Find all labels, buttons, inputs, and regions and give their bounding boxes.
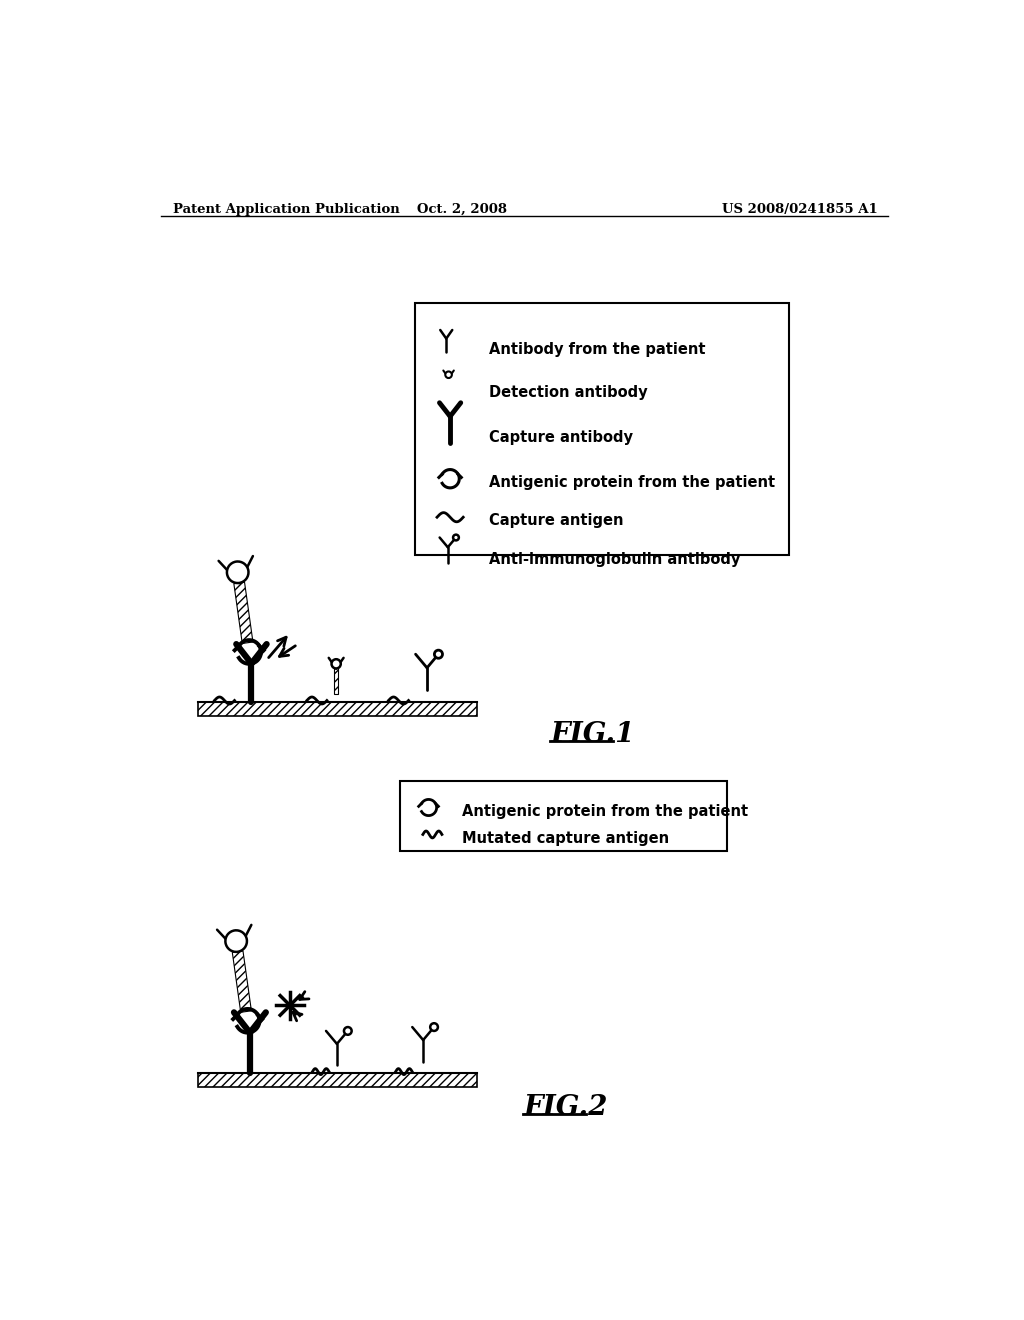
Bar — [199, 702, 477, 715]
Text: Anti-immunoglobulin antibody: Anti-immunoglobulin antibody — [488, 552, 740, 566]
Text: Patent Application Publication: Patent Application Publication — [173, 203, 399, 216]
Bar — [334, 668, 339, 694]
Bar — [232, 950, 252, 1012]
Text: FIG.2: FIG.2 — [523, 1094, 607, 1121]
Text: US 2008/0241855 A1: US 2008/0241855 A1 — [722, 203, 878, 216]
Bar — [446, 378, 451, 396]
Circle shape — [344, 1027, 351, 1035]
Text: Mutated capture antigen: Mutated capture antigen — [462, 830, 669, 846]
Circle shape — [434, 651, 442, 659]
Circle shape — [332, 659, 341, 668]
Text: Antigenic protein from the patient: Antigenic protein from the patient — [462, 804, 748, 818]
Circle shape — [453, 535, 459, 540]
Text: Capture antibody: Capture antibody — [488, 430, 633, 445]
Text: Antibody from the patient: Antibody from the patient — [488, 342, 706, 358]
Bar — [400, 780, 727, 851]
Text: Detection antibody: Detection antibody — [488, 385, 647, 400]
Circle shape — [225, 931, 247, 952]
Circle shape — [227, 561, 249, 583]
Text: FIG.1: FIG.1 — [550, 721, 635, 747]
Bar — [199, 1073, 477, 1086]
Bar — [233, 582, 253, 643]
Text: Capture antigen: Capture antigen — [488, 513, 624, 528]
Circle shape — [445, 371, 452, 378]
Circle shape — [430, 1023, 438, 1031]
Text: Antigenic protein from the patient: Antigenic protein from the patient — [488, 475, 775, 490]
Bar — [416, 304, 788, 554]
Text: Oct. 2, 2008: Oct. 2, 2008 — [417, 203, 507, 216]
